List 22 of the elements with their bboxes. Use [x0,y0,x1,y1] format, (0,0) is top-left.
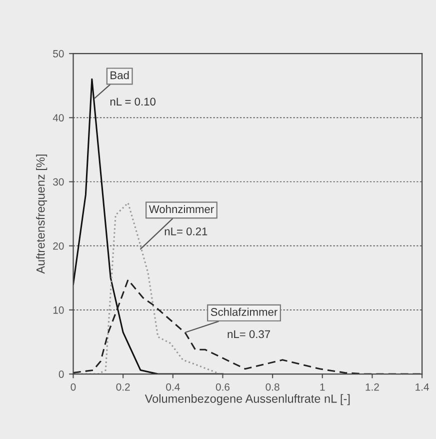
annotation: Wohnzimmer [148,204,214,214]
y-axis-title: Auftretensfrequenz [%] [36,154,48,274]
x-tick-label: 0.2 [116,383,130,391]
x-axis-title: Volumenbezogene Aussenluftrate nL [-] [144,394,350,406]
annotation: Bad [110,71,129,80]
y-tick-label: 40 [52,114,64,122]
x-tick-label: 0 [70,383,76,391]
y-tick-label: 50 [53,50,64,58]
y-tick-label: 20 [53,242,64,250]
x-tick-label: 0.8 [266,383,280,391]
annotation: Schlafzimmer [210,308,278,316]
y-tick-label: 30 [53,178,64,186]
x-tick-label: 0.4 [166,383,180,391]
x-tick-label: 1 [320,383,325,391]
annotation: nL= 0.21 [164,227,208,236]
x-tick-label: 0.6 [216,383,230,391]
y-tick-label: 10 [53,306,64,314]
x-tick-label: 1.2 [366,383,379,391]
annotation: nL= 0.37 [228,330,270,338]
x-tick-label: 1.4 [416,383,429,391]
annotation: nL = 0.10 [110,98,156,106]
y-tick-label: 0 [58,370,64,378]
